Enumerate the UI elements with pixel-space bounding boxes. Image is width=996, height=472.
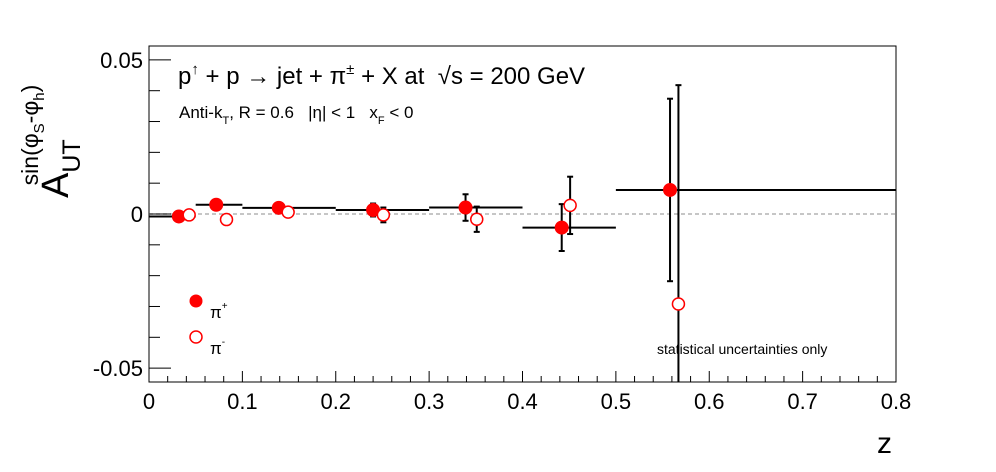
- legend: π+ π-: [189, 294, 228, 358]
- pi-minus-point: [469, 212, 484, 226]
- uncertainty-note: statistical uncertainties only: [657, 341, 827, 357]
- y-axis-title: AUTsin(φS-φh): [17, 85, 86, 198]
- pi-minus-point: [563, 198, 577, 213]
- legend-label-pi-minus: π-: [210, 337, 225, 358]
- pi-plus-point: [554, 220, 569, 235]
- x-tick-labels: 0 0.1 0.2 0.3 0.4 0.5 0.6 0.7 0.8: [143, 389, 911, 414]
- x-tick-label: 0.8: [881, 389, 912, 414]
- chart-subtitle: Anti-kT, R = 0.6 |η| < 1 xF < 0: [179, 103, 413, 127]
- pi-minus-point: [281, 205, 295, 219]
- x-tick-label: 0.7: [787, 389, 818, 414]
- x-tick-label: 0.1: [227, 389, 258, 414]
- x-axis-title: z: [877, 427, 892, 460]
- legend-label-pi-plus: π+: [210, 301, 228, 322]
- x-axis-ticks: [148, 371, 897, 382]
- pi-plus-point: [663, 182, 678, 197]
- x-tick-label: 0.2: [320, 389, 351, 414]
- x-tick-label: 0.5: [601, 389, 632, 414]
- chart-title: p↑ + p → jet + π± + X at √s = 200 GeV: [178, 61, 585, 90]
- pi-minus-point: [671, 297, 686, 311]
- y-axis-ticks: [149, 59, 171, 369]
- pi-minus-point: [376, 208, 391, 222]
- pi-minus-point: [182, 208, 196, 222]
- error-bars: [149, 84, 896, 382]
- pi-minus-point: [219, 212, 234, 227]
- x-tick-label: 0.4: [507, 389, 538, 414]
- y-tick-labels: -0.05 0 0.05: [93, 48, 143, 381]
- x-tick-label: 0.6: [694, 389, 725, 414]
- legend-marker-pi-minus: [189, 330, 203, 344]
- y-tick-label: 0: [131, 202, 143, 227]
- y-tick-label: -0.05: [93, 356, 143, 381]
- x-tick-label: 0: [143, 389, 155, 414]
- pi-plus-point: [209, 197, 224, 212]
- x-tick-label: 0.3: [414, 389, 445, 414]
- y-tick-label: 0.05: [100, 48, 143, 73]
- pi-plus-point: [458, 200, 473, 215]
- legend-marker-pi-plus: [189, 294, 203, 308]
- data-points: [171, 182, 686, 311]
